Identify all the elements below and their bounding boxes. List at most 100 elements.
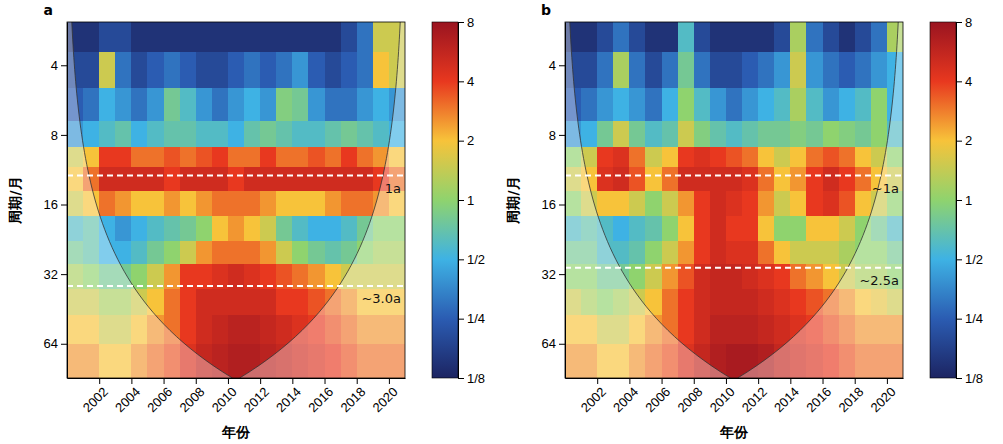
heatmap-cell xyxy=(147,22,164,52)
heatmap-cell xyxy=(726,147,743,168)
heatmap-cell xyxy=(678,315,695,344)
heatmap-cell xyxy=(308,147,325,168)
x-axis-tick-label: 2014 xyxy=(771,384,802,415)
heatmap-cell xyxy=(83,121,100,147)
colorbar-axis-tick-mark xyxy=(458,319,464,320)
x-axis-tick-mark xyxy=(855,378,856,384)
x-axis-tick-label: 2012 xyxy=(241,384,272,415)
cone-of-influence xyxy=(67,22,232,378)
heatmap-cell xyxy=(260,167,277,192)
y-axis-tick: 32 xyxy=(44,267,67,282)
x-axis-tick-mark xyxy=(99,378,100,384)
heatmap-cell xyxy=(357,191,374,217)
heatmap-cell xyxy=(325,22,342,52)
heatmap-cell xyxy=(662,147,679,168)
x-axis-tick-mark xyxy=(196,378,197,384)
heatmap-cell xyxy=(196,315,213,344)
heatmap-cell xyxy=(244,315,261,344)
panel: 1a~3.0a200220042006200820102012201420162… xyxy=(7,2,485,440)
heatmap-cell xyxy=(341,216,358,241)
colorbar xyxy=(930,22,956,378)
colorbar-axis-tick-label: 1/4 xyxy=(467,311,485,326)
x-axis-tick-label: 2004 xyxy=(112,384,143,415)
heatmap-cell xyxy=(694,52,711,88)
heatmap-cell xyxy=(823,52,840,88)
heatmap-cell xyxy=(694,88,711,122)
heatmap-cell xyxy=(597,191,614,217)
heatmap-cell xyxy=(131,167,148,192)
panel-label: a xyxy=(44,2,53,18)
x-axis-tick: 2010 xyxy=(209,378,240,415)
heatmap-cell xyxy=(823,147,840,168)
x-axis-tick-mark xyxy=(131,378,132,384)
heatmap-cell xyxy=(308,52,325,88)
y-axis-tick-label: 4 xyxy=(51,58,58,73)
heatmap-cell xyxy=(276,121,293,147)
heatmap-cell xyxy=(662,22,679,52)
heatmap-cell xyxy=(115,88,132,122)
heatmap-cell xyxy=(164,167,181,192)
heatmap-cell xyxy=(710,52,727,88)
heatmap-cell xyxy=(228,88,245,122)
heatmap-cell xyxy=(83,52,100,88)
heatmap-cell xyxy=(613,167,630,192)
heatmap-cell xyxy=(758,121,775,147)
heatmap-cell xyxy=(742,241,759,265)
heatmap-cell xyxy=(855,52,872,88)
colorbar-axis-tick-mark xyxy=(458,200,464,201)
heatmap-cell xyxy=(276,315,293,344)
colorbar-axis-tick-mark xyxy=(956,200,962,201)
heatmap-cell xyxy=(806,52,823,88)
heatmap-cell xyxy=(629,167,646,192)
heatmap-cell xyxy=(244,289,261,316)
heatmap-cell xyxy=(180,315,197,344)
heatmap-cell xyxy=(147,191,164,217)
heatmap-cell xyxy=(212,147,229,168)
heatmap-cell xyxy=(147,88,164,122)
x-axis-tick: 2004 xyxy=(610,378,641,415)
heatmap-cell xyxy=(678,241,695,265)
heatmap-cell xyxy=(758,167,775,192)
x-axis-tick: 2002 xyxy=(80,378,111,415)
heatmap-cell xyxy=(147,216,164,241)
heatmap-cell xyxy=(99,22,116,52)
colorbar-axis-tick: 4 xyxy=(956,74,972,89)
x-axis-tick: 2014 xyxy=(771,378,802,415)
heatmap-cell xyxy=(83,88,100,122)
heatmap-cell xyxy=(678,289,695,316)
x-axis: 2002200420062008201020122014201620182020 xyxy=(566,378,904,415)
heatmap-cell xyxy=(662,167,679,192)
heatmap-cell xyxy=(99,191,116,217)
colorbar-axis-tick-label: 1 xyxy=(965,193,972,208)
heatmap-cell xyxy=(774,241,791,265)
heatmap-cell xyxy=(308,88,325,122)
heatmap-cell xyxy=(180,191,197,217)
cone-edge xyxy=(240,22,401,378)
heatmap-cell xyxy=(662,241,679,265)
colorbar-axis-tick-mark xyxy=(956,378,962,379)
y-axis-tick-label: 16 xyxy=(44,197,58,212)
heatmap-cell xyxy=(774,167,791,192)
heatmap-cell xyxy=(131,147,148,168)
x-axis-tick-label: 2006 xyxy=(144,384,175,415)
heatmap-cell xyxy=(260,241,277,265)
heatmap-cell xyxy=(308,241,325,265)
heatmap-cell xyxy=(131,52,148,88)
x-axis-tick-mark xyxy=(629,378,630,384)
colorbar-axis-tick: 1 xyxy=(956,193,972,208)
heatmap-cell xyxy=(373,88,390,122)
x-axis-tick: 2018 xyxy=(337,378,368,415)
heatmap-cell xyxy=(131,88,148,122)
y-axis-tick: 64 xyxy=(44,336,67,351)
heatmap-cell xyxy=(774,289,791,316)
heatmap-cell xyxy=(645,52,662,88)
heatmap-cell xyxy=(99,147,116,168)
heatmap-cell xyxy=(341,22,358,52)
heatmap-cell xyxy=(164,191,181,217)
x-axis-tick-label: 2002 xyxy=(80,384,111,415)
heatmap-cell xyxy=(694,147,711,168)
heatmap-cell xyxy=(742,191,759,217)
heatmap-cell xyxy=(260,22,277,52)
heatmap-cell xyxy=(341,121,358,147)
heatmap-cell xyxy=(164,216,181,241)
